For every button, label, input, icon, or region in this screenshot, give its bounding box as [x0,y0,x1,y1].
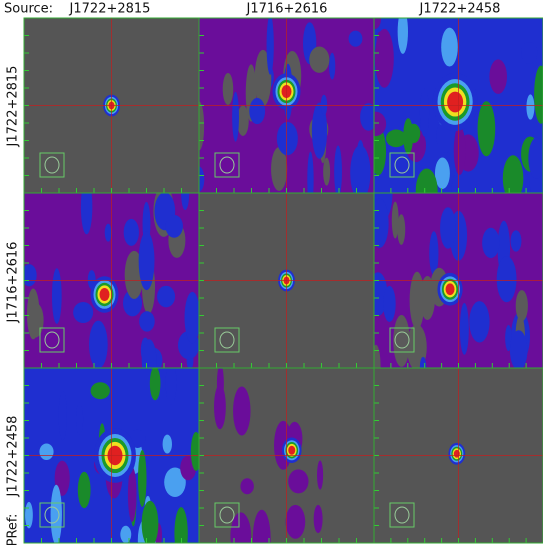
source-contour [446,283,455,295]
noise-contour [120,526,131,543]
noise-contour [214,384,226,429]
row-label: J1716+2616 [6,242,21,324]
noise-contour [392,202,399,239]
noise-contour [288,469,308,493]
noise-contour [185,292,201,343]
noise-contour [526,94,534,119]
noise-contour [249,98,265,124]
noise-contour [440,207,456,248]
noise-contour [489,59,507,94]
noise-contour [349,31,363,47]
row-label: J1722+2815 [6,66,21,148]
noise-contour [138,450,147,507]
panel [24,18,199,193]
noise-contour [386,130,406,148]
noise-contour [51,485,62,545]
column-label: J1722+2458 [419,2,501,17]
noise-contour [398,9,408,53]
noise-contour [89,321,108,369]
pref-label: PRef: [6,514,21,545]
noise-contour [39,443,53,460]
noise-contour [165,215,183,238]
noise-contour [25,502,33,529]
noise-contour [478,101,496,156]
noise-contour [314,505,323,533]
source-contour [454,450,460,458]
noise-contour [139,311,155,331]
noise-contour [435,157,450,188]
panel [374,368,543,543]
noise-contour [334,146,342,198]
noise-contour [393,315,410,367]
source-contour [447,92,463,113]
noise-contour [52,268,62,324]
panel [24,361,201,545]
source-contour [100,288,110,301]
noise-contour [59,391,67,440]
noise-contour [73,302,93,323]
noise-contour [277,122,298,155]
noise-contour [511,230,522,251]
noise-contour [233,386,250,435]
noise-contour [240,478,253,494]
panel [194,15,377,207]
noise-contour [329,53,335,80]
noise-contour [139,232,155,290]
noise-contour [309,46,329,72]
noise-contour [510,330,528,370]
noise-contour [420,276,435,320]
panel [22,176,200,381]
noise-contour [383,286,395,322]
noise-contour [420,89,429,137]
noise-contour [223,73,234,105]
noise-contour [286,505,306,539]
row-label: J1722+2458 [6,416,21,498]
noise-contour [157,286,175,308]
source-contour [288,446,295,455]
noise-contour [163,435,172,454]
noise-contour [317,461,323,490]
noise-contour [454,126,466,175]
noise-contour [350,145,370,200]
noise-contour [267,15,274,75]
panel [199,193,374,368]
column-label: J1722+2815 [69,2,151,17]
noise-contour [232,92,239,142]
noise-contour [105,224,112,242]
noise-contour [76,403,83,435]
noise-contour [521,42,537,64]
noise-contour [460,303,469,355]
panel [199,364,374,545]
noise-contour [142,501,159,545]
noise-contour [150,366,161,400]
panel [368,166,543,389]
noise-contour [441,28,458,67]
noise-contour [78,472,91,508]
image-grid: Source: J1722+2815 J1716+2616 J1722+2458… [0,0,543,545]
noise-contour [323,158,330,186]
noise-contour [403,118,413,154]
source-label: Source: [4,2,53,17]
noise-contour [482,228,499,258]
noise-contour [497,256,517,302]
column-label: J1716+2616 [246,2,328,17]
page: Source: J1722+2815 J1716+2616 J1722+2458… [0,0,543,545]
noise-contour [375,29,394,88]
noise-contour [124,219,139,246]
noise-contour [27,303,43,338]
noise-contour [516,290,528,321]
panel [365,9,543,216]
noise-contour [91,382,110,399]
noise-contour [469,301,489,343]
